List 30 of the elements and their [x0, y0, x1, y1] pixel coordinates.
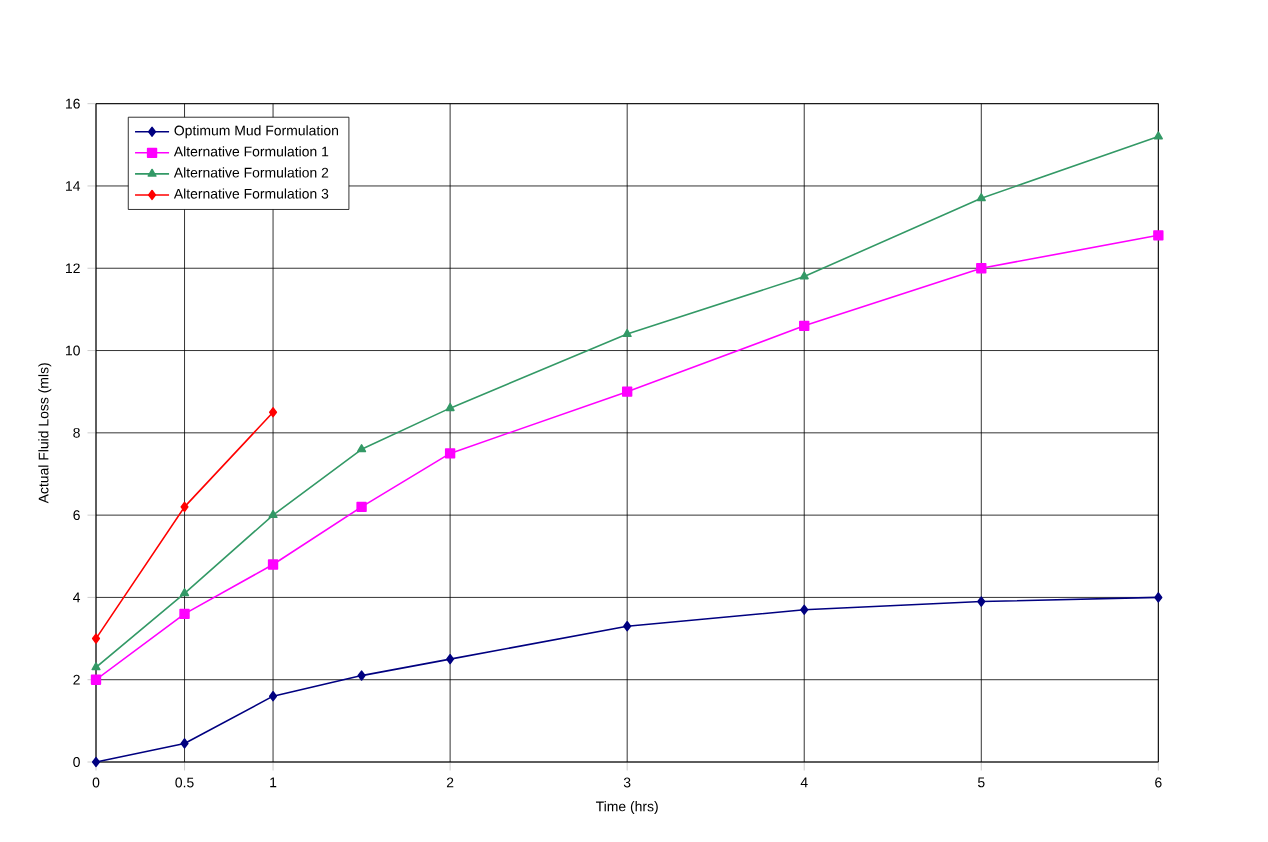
- point: [1153, 131, 1163, 140]
- point: [267, 559, 279, 570]
- point: [356, 501, 367, 513]
- point: [91, 756, 101, 768]
- point: [91, 662, 101, 671]
- point: [976, 193, 986, 202]
- point: [621, 386, 633, 397]
- point: [91, 633, 101, 644]
- point: [1154, 592, 1163, 603]
- point: [800, 604, 809, 615]
- point: [268, 509, 278, 519]
- point: [179, 588, 190, 597]
- point: [977, 596, 986, 607]
- point: [799, 271, 809, 280]
- point: [268, 407, 278, 418]
- point: [357, 670, 366, 681]
- point: [976, 263, 987, 274]
- point: [90, 674, 102, 685]
- point: [179, 608, 190, 620]
- point: [445, 402, 455, 412]
- point: [268, 690, 278, 702]
- point: [1153, 230, 1164, 241]
- point: [623, 621, 632, 632]
- point: [446, 653, 455, 665]
- point: [356, 444, 367, 453]
- point: [799, 320, 810, 332]
- point: [622, 328, 632, 338]
- point: [180, 501, 189, 513]
- point: [180, 738, 189, 749]
- point: [444, 448, 456, 459]
